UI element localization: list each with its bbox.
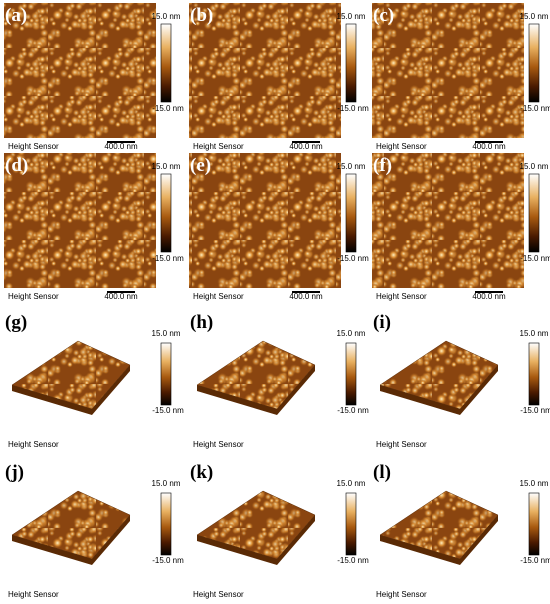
colorbar-min: -15.0 nm bbox=[337, 104, 369, 113]
colorbar-max: 15.0 nm bbox=[337, 479, 366, 488]
afm-3d-surface bbox=[11, 490, 131, 560]
panel-label: (l) bbox=[373, 462, 391, 483]
afm-3d-base bbox=[380, 515, 498, 565]
colorbar-min: -15.0 nm bbox=[520, 254, 550, 263]
panel-label: (f) bbox=[373, 155, 392, 176]
colorbar bbox=[160, 492, 172, 556]
afm-3d-base bbox=[197, 365, 315, 415]
panel-label: (e) bbox=[190, 155, 211, 176]
colorbar-min: -15.0 nm bbox=[152, 104, 184, 113]
colorbar bbox=[528, 342, 540, 406]
colorbar-min: -15.0 nm bbox=[520, 406, 550, 415]
afm-image bbox=[372, 153, 524, 288]
colorbar-min: -15.0 nm bbox=[152, 254, 184, 263]
panel-label: (d) bbox=[5, 155, 28, 176]
panel-label: (b) bbox=[190, 5, 213, 26]
colorbar bbox=[345, 23, 357, 103]
scale-bar-label: 400.0 nm bbox=[104, 292, 138, 301]
colorbar-min: -15.0 nm bbox=[152, 406, 184, 415]
afm-3d-base bbox=[197, 515, 315, 565]
colorbar-max: 15.0 nm bbox=[152, 329, 181, 338]
colorbar-max: 15.0 nm bbox=[152, 12, 181, 21]
panel-label: (j) bbox=[5, 462, 24, 483]
afm-image bbox=[4, 153, 156, 288]
colorbar-min: -15.0 nm bbox=[520, 104, 550, 113]
caption: Height Sensor bbox=[376, 440, 427, 449]
caption: Height Sensor bbox=[193, 142, 244, 151]
caption: Height Sensor bbox=[376, 142, 427, 151]
afm-3d-surface bbox=[379, 490, 499, 560]
colorbar-max: 15.0 nm bbox=[337, 162, 366, 171]
panel-label: (g) bbox=[5, 312, 27, 333]
panel-label: (a) bbox=[5, 5, 27, 26]
colorbar bbox=[528, 23, 540, 103]
panel-label: (i) bbox=[373, 312, 391, 333]
colorbar-max: 15.0 nm bbox=[337, 329, 366, 338]
colorbar-max: 15.0 nm bbox=[520, 479, 549, 488]
colorbar-max: 15.0 nm bbox=[520, 12, 549, 21]
caption: Height Sensor bbox=[193, 440, 244, 449]
colorbar-min: -15.0 nm bbox=[520, 556, 550, 565]
panel-label: (c) bbox=[373, 5, 394, 26]
afm-image bbox=[189, 153, 341, 288]
colorbar-min: -15.0 nm bbox=[337, 254, 369, 263]
afm-3d-surface bbox=[11, 340, 131, 410]
scale-bar-label: 400.0 nm bbox=[472, 292, 506, 301]
colorbar-max: 15.0 nm bbox=[520, 162, 549, 171]
caption: Height Sensor bbox=[193, 590, 244, 599]
afm-3d-surface bbox=[196, 490, 316, 560]
colorbar-max: 15.0 nm bbox=[152, 479, 181, 488]
caption: Height Sensor bbox=[8, 292, 59, 301]
afm-3d-base bbox=[380, 365, 498, 415]
caption: Height Sensor bbox=[376, 292, 427, 301]
colorbar bbox=[345, 492, 357, 556]
colorbar bbox=[528, 173, 540, 253]
colorbar bbox=[160, 342, 172, 406]
afm-3d-base bbox=[12, 515, 130, 565]
colorbar-max: 15.0 nm bbox=[520, 329, 549, 338]
colorbar bbox=[345, 173, 357, 253]
scale-bar-label: 400.0 nm bbox=[472, 142, 506, 151]
colorbar-min: -15.0 nm bbox=[337, 406, 369, 415]
caption: Height Sensor bbox=[8, 142, 59, 151]
afm-3d-base bbox=[12, 365, 130, 415]
colorbar bbox=[528, 492, 540, 556]
scale-bar-label: 400.0 nm bbox=[289, 142, 323, 151]
scale-bar-label: 400.0 nm bbox=[289, 292, 323, 301]
afm-3d-surface bbox=[196, 340, 316, 410]
scale-bar-label: 400.0 nm bbox=[104, 142, 138, 151]
panel-label: (k) bbox=[190, 462, 213, 483]
colorbar-max: 15.0 nm bbox=[152, 162, 181, 171]
caption: Height Sensor bbox=[193, 292, 244, 301]
colorbar-max: 15.0 nm bbox=[337, 12, 366, 21]
caption: Height Sensor bbox=[8, 590, 59, 599]
colorbar bbox=[345, 342, 357, 406]
colorbar-min: -15.0 nm bbox=[337, 556, 369, 565]
caption: Height Sensor bbox=[8, 440, 59, 449]
afm-image bbox=[372, 3, 524, 138]
afm-image bbox=[4, 3, 156, 138]
colorbar bbox=[160, 23, 172, 103]
afm-3d-surface bbox=[379, 340, 499, 410]
colorbar-min: -15.0 nm bbox=[152, 556, 184, 565]
panel-label: (h) bbox=[190, 312, 213, 333]
afm-image bbox=[189, 3, 341, 138]
caption: Height Sensor bbox=[376, 590, 427, 599]
colorbar bbox=[160, 173, 172, 253]
